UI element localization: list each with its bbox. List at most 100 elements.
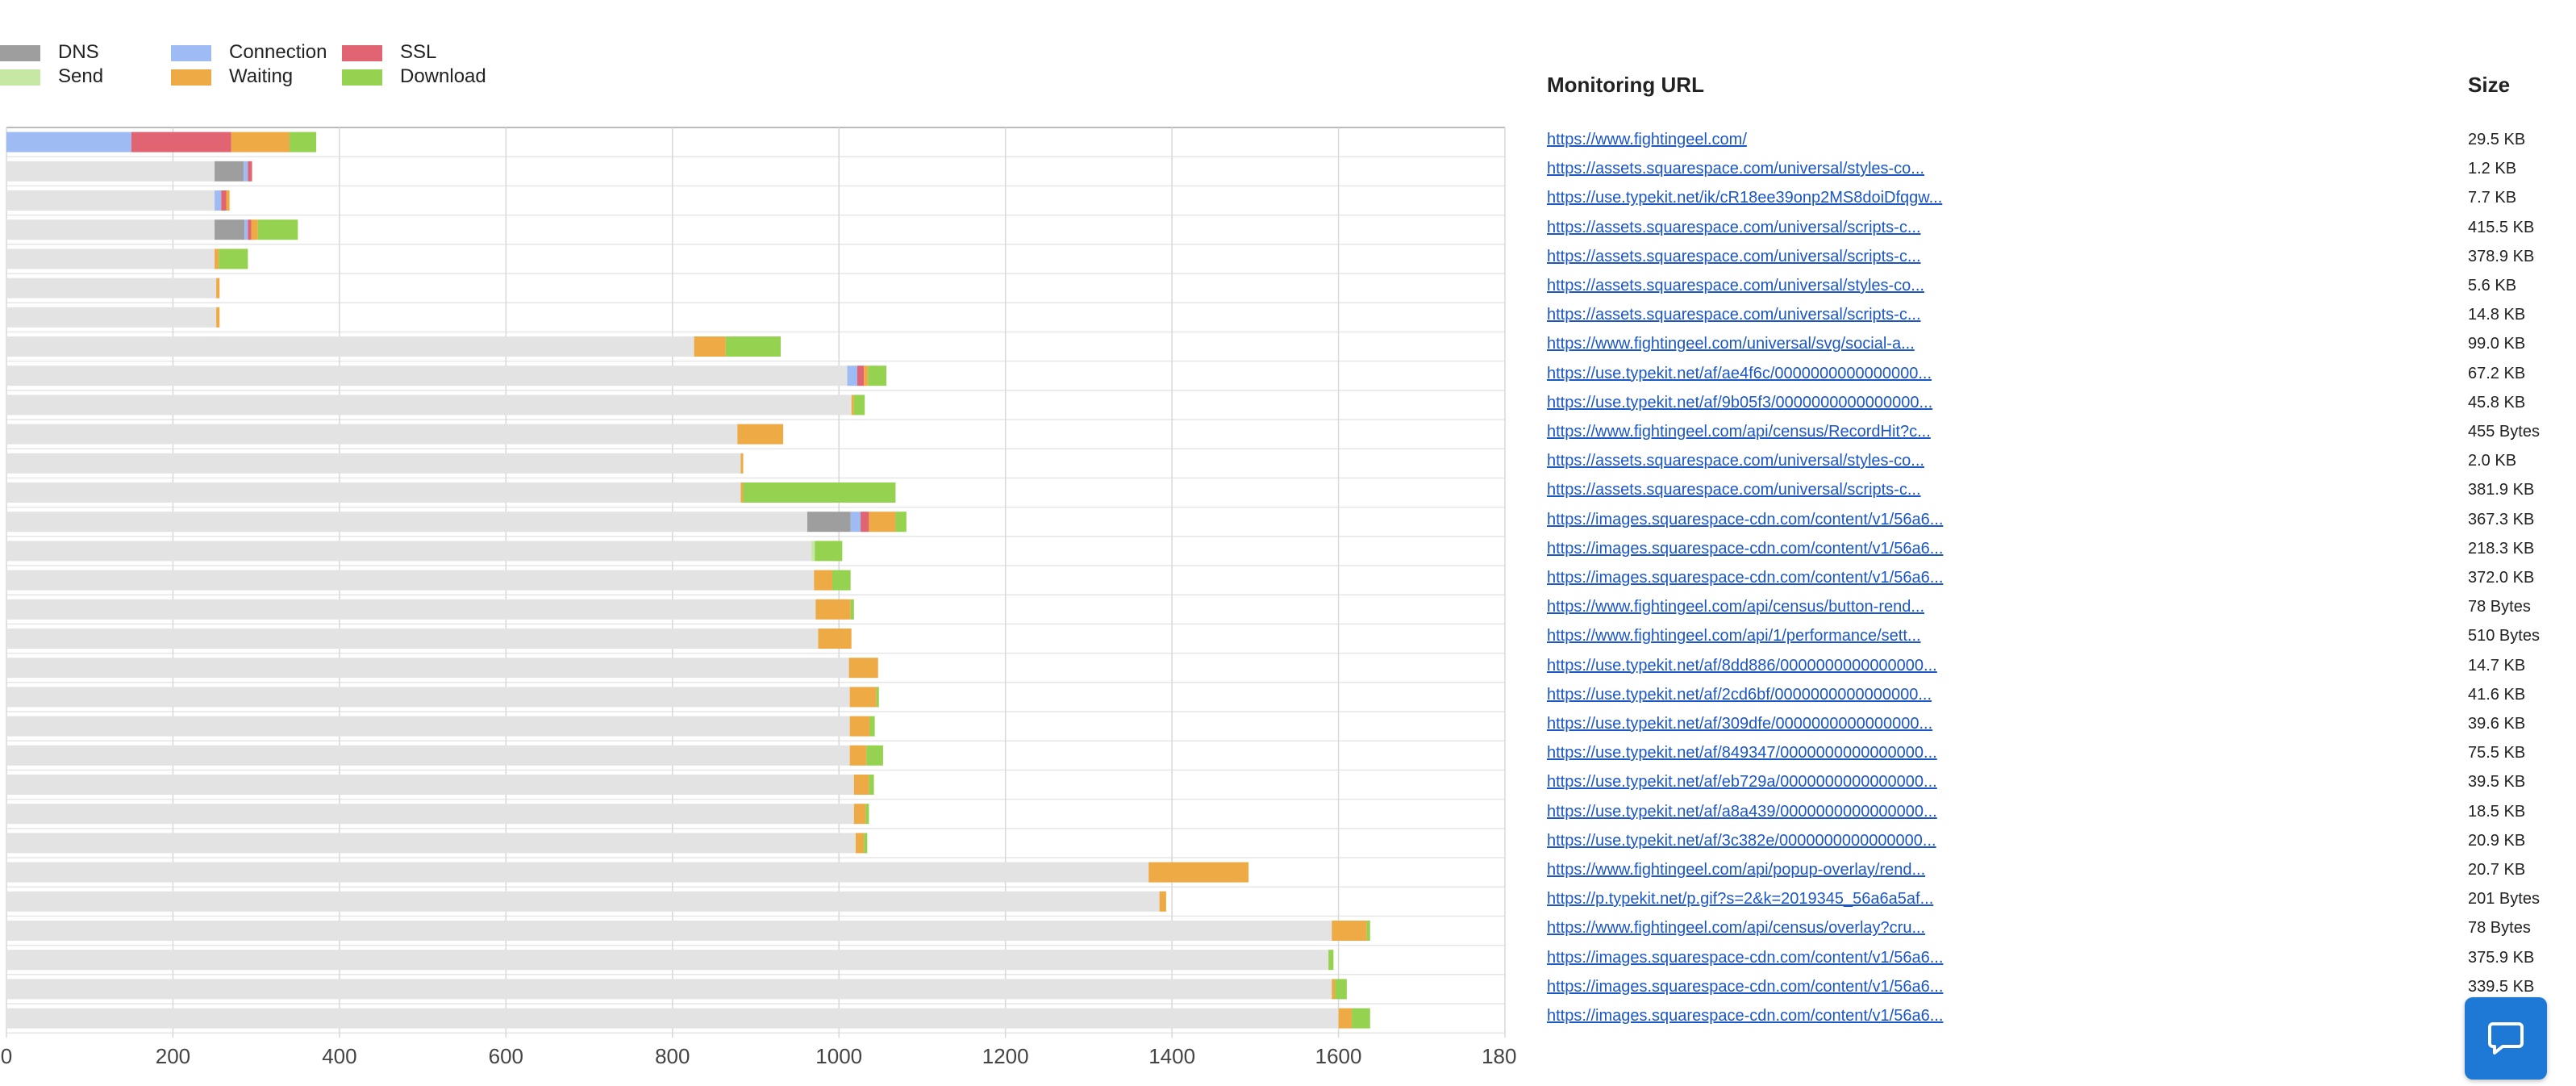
- monitoring-url-header: Monitoring URL: [1547, 73, 1704, 97]
- bar-segment-download: [289, 132, 316, 152]
- table-row: https://use.typekit.net/af/a8a439/000000…: [0, 800, 2576, 829]
- legend-label: Waiting: [229, 65, 294, 87]
- chat-button[interactable]: [2465, 997, 2547, 1080]
- bar-segment-blocked: [6, 1008, 1339, 1029]
- table-row: https://images.squarespace-cdn.com/conte…: [0, 946, 2576, 975]
- size-value: 14.7 KB: [2468, 656, 2526, 675]
- bar-segment-blocked: [6, 365, 848, 386]
- monitoring-url-link[interactable]: https://www.fightingeel.com/api/census/o…: [1547, 919, 1926, 938]
- size-value: 201 Bytes: [2468, 890, 2540, 908]
- bar-segment-connection: [215, 190, 222, 211]
- size-value: 372.0 KB: [2468, 569, 2535, 587]
- monitoring-url-link[interactable]: https://images.squarespace-cdn.com/conte…: [1547, 539, 1944, 558]
- x-tick-label: 1800: [1482, 1044, 1516, 1068]
- legend-label: DNS: [58, 41, 99, 63]
- monitoring-url-link[interactable]: https://assets.squarespace.com/universal…: [1547, 481, 1921, 499]
- monitoring-url-link[interactable]: https://www.fightingeel.com/api/census/b…: [1547, 598, 1925, 616]
- bar-segment-download: [725, 336, 781, 357]
- monitoring-url-link[interactable]: https://images.squarespace-cdn.com/conte…: [1547, 510, 1944, 528]
- monitoring-url-link[interactable]: https://use.typekit.net/af/309dfe/000000…: [1547, 715, 1933, 733]
- table-row: https://assets.squarespace.com/universal…: [0, 157, 2576, 186]
- bar-segment-waiting: [694, 336, 726, 357]
- size-value: 18.5 KB: [2468, 802, 2526, 821]
- legend-swatch: [0, 45, 40, 61]
- monitoring-url-link[interactable]: https://assets.squarespace.com/universal…: [1547, 452, 1924, 470]
- bar-segment-download: [866, 745, 883, 766]
- size-value: 39.5 KB: [2468, 773, 2526, 792]
- monitoring-url-link[interactable]: https://use.typekit.net/af/eb729a/000000…: [1547, 773, 1937, 792]
- size-value: 99.0 KB: [2468, 335, 2526, 353]
- bar-segment-blocked: [6, 804, 854, 825]
- table-row: https://www.fightingeel.com/api/popup-ov…: [0, 858, 2576, 887]
- monitoring-url-link[interactable]: https://www.fightingeel.com/: [1547, 131, 1747, 148]
- bar-segment-download: [853, 395, 865, 416]
- monitoring-url-link[interactable]: https://assets.squarespace.com/universal…: [1547, 306, 1921, 324]
- bar-segment-blocked: [6, 482, 741, 503]
- bar-segment-waiting: [864, 365, 869, 386]
- monitoring-url-link[interactable]: https://images.squarespace-cdn.com/conte…: [1547, 569, 1944, 587]
- table-row: https://use.typekit.net/af/ae4f6c/000000…: [0, 361, 2576, 391]
- table-row: https://images.squarespace-cdn.com/conte…: [0, 1004, 2576, 1033]
- table-row: https://use.typekit.net/ik/cR18ee39onp2M…: [0, 186, 2576, 215]
- bar-segment-waiting: [849, 687, 877, 708]
- legend-swatch: [342, 69, 382, 86]
- monitoring-url-link[interactable]: https://assets.squarespace.com/universal…: [1547, 160, 1924, 178]
- bar-segment-blocked: [6, 570, 815, 591]
- table-row: https://assets.squarespace.com/universal…: [0, 215, 2576, 244]
- monitoring-url-link[interactable]: https://use.typekit.net/ik/cR18ee39onp2M…: [1547, 189, 1943, 207]
- table-row: https://use.typekit.net/af/849347/000000…: [0, 741, 2576, 770]
- monitoring-url-link[interactable]: https://images.squarespace-cdn.com/conte…: [1547, 948, 1944, 967]
- bar-segment-download: [869, 716, 875, 737]
- bar-segment-download: [1328, 950, 1334, 971]
- monitoring-url-link[interactable]: https://use.typekit.net/af/8dd886/000000…: [1547, 656, 1937, 675]
- bar-segment-blocked: [6, 599, 816, 620]
- monitoring-url-link[interactable]: https://images.squarespace-cdn.com/conte…: [1547, 1007, 1944, 1025]
- monitoring-url-link[interactable]: https://images.squarespace-cdn.com/conte…: [1547, 977, 1944, 996]
- monitoring-url-link[interactable]: https://use.typekit.net/af/ae4f6c/000000…: [1547, 364, 1932, 382]
- monitoring-url-link[interactable]: https://assets.squarespace.com/universal…: [1547, 277, 1924, 294]
- legend-label: Download: [400, 65, 486, 87]
- bar-segment-blocked: [6, 629, 819, 649]
- table-row: https://images.squarespace-cdn.com/conte…: [0, 537, 2576, 566]
- monitoring-url-link[interactable]: https://use.typekit.net/af/9b05f3/000000…: [1547, 393, 1933, 411]
- bar-segment-blocked: [6, 190, 215, 211]
- monitoring-url-link[interactable]: https://www.fightingeel.com/api/1/perfor…: [1547, 627, 1921, 645]
- bar-segment-blocked: [6, 278, 217, 299]
- table-row: https://use.typekit.net/af/2cd6bf/000000…: [0, 683, 2576, 712]
- monitoring-url-link[interactable]: https://www.fightingeel.com/api/census/R…: [1547, 423, 1931, 441]
- legend-swatch: [171, 69, 211, 86]
- monitoring-url-link[interactable]: https://use.typekit.net/af/849347/000000…: [1547, 744, 1937, 762]
- bar-segment-waiting: [851, 395, 854, 416]
- legend-label: Connection: [229, 41, 327, 63]
- size-value: 415.5 KB: [2468, 218, 2535, 236]
- monitoring-url-link[interactable]: https://www.fightingeel.com/api/popup-ov…: [1547, 861, 1926, 879]
- x-tick-label: 800: [655, 1044, 690, 1068]
- bar-segment-waiting: [1148, 862, 1249, 883]
- monitoring-url-link[interactable]: https://use.typekit.net/af/a8a439/000000…: [1547, 802, 1937, 821]
- table-row: https://images.squarespace-cdn.com/conte…: [0, 566, 2576, 595]
- legend-swatch: [342, 45, 382, 61]
- bar-segment-waiting: [216, 307, 220, 328]
- bar-segment-waiting: [853, 804, 866, 825]
- monitoring-url-link[interactable]: https://www.fightingeel.com/universal/sv…: [1547, 335, 1915, 353]
- bar-segment-ssl: [861, 512, 869, 533]
- bar-segment-blocked: [6, 658, 849, 679]
- size-value: 218.3 KB: [2468, 539, 2535, 558]
- monitoring-url-link[interactable]: https://use.typekit.net/af/2cd6bf/000000…: [1547, 685, 1932, 704]
- monitoring-url-link[interactable]: https://assets.squarespace.com/universal…: [1547, 247, 1921, 265]
- x-tick-label: 400: [322, 1044, 356, 1068]
- bar-segment-waiting: [740, 482, 744, 503]
- table-row: https://www.fightingeel.com/api/census/R…: [0, 420, 2576, 449]
- bar-segment-download: [219, 249, 248, 269]
- bar-segment-ssl: [221, 190, 227, 211]
- bar-segment-blocked: [6, 833, 856, 854]
- monitoring-url-link[interactable]: https://p.typekit.net/p.gif?s=2&k=201934…: [1547, 890, 1934, 908]
- bar-segment-ssl: [857, 365, 865, 386]
- bar-segment-waiting: [853, 775, 869, 795]
- size-value: 14.8 KB: [2468, 306, 2526, 324]
- bar-segment-waiting: [231, 132, 290, 152]
- bar-segment-dns: [215, 161, 244, 182]
- monitoring-url-link[interactable]: https://assets.squarespace.com/universal…: [1547, 218, 1921, 236]
- table-row: https://images.squarespace-cdn.com/conte…: [0, 975, 2576, 1004]
- monitoring-url-link[interactable]: https://use.typekit.net/af/3c382e/000000…: [1547, 831, 1936, 850]
